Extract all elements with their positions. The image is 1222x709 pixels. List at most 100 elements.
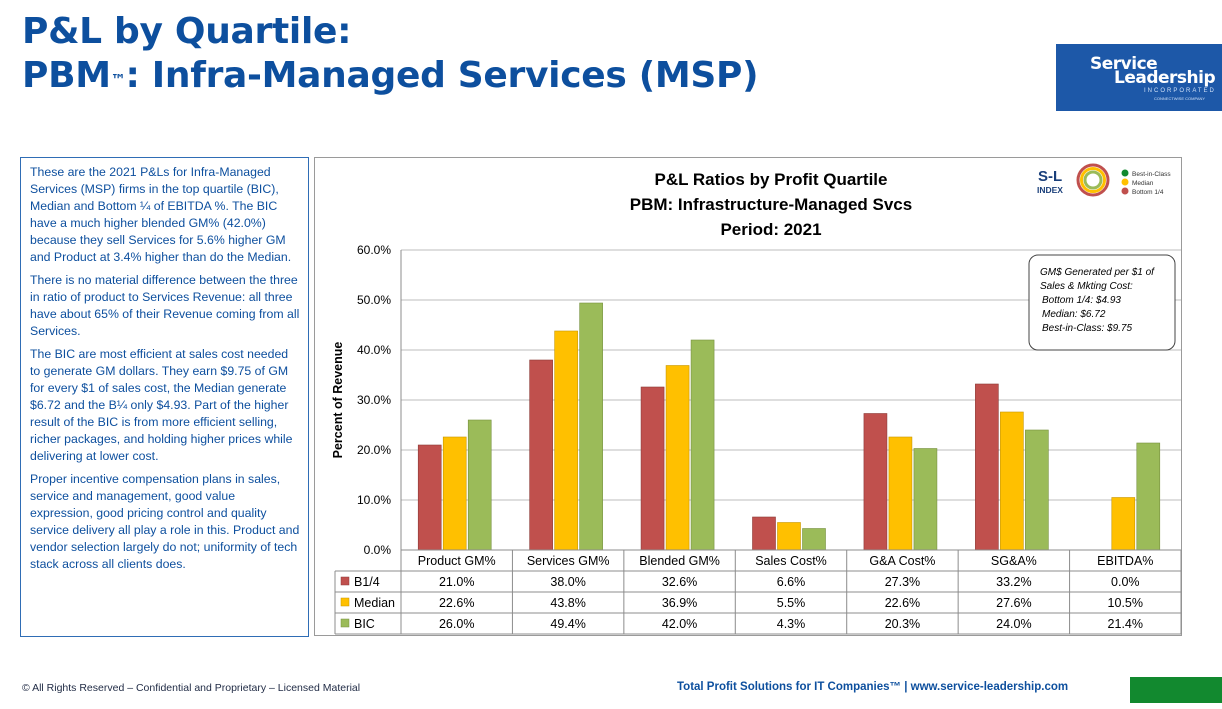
callout-line-3: Bottom 1/4: $4.93 xyxy=(1042,295,1121,306)
index-badge-ring-icon xyxy=(1076,163,1110,197)
y-tick-label: 0.0% xyxy=(364,543,392,557)
data-label: 26.0% xyxy=(439,617,474,631)
bar-b14-1 xyxy=(529,359,553,551)
narrative-paragraph-3: The BIC are most efficient at sales cost… xyxy=(30,347,293,463)
logo-line-4: CONNECTWISE COMPANY xyxy=(1154,96,1206,101)
legend-swatch-b14 xyxy=(340,576,350,586)
narrative-box: These are the 2021 P&Ls for Infra-Manage… xyxy=(20,157,309,637)
index-badge-subtitle: INDEX xyxy=(1037,185,1063,195)
bar-b14-0 xyxy=(417,444,442,551)
legend-swatch-median xyxy=(340,597,350,607)
index-legend-dot xyxy=(1121,169,1129,177)
data-label: 27.3% xyxy=(885,575,920,589)
bar-median-2 xyxy=(665,365,690,551)
data-label: 21.0% xyxy=(439,575,474,589)
y-tick-label: 20.0% xyxy=(357,443,391,457)
data-label: 5.5% xyxy=(777,596,806,610)
data-label: 24.0% xyxy=(996,617,1031,631)
bar-bic-4 xyxy=(913,448,938,551)
copyright-text: © All Rights Reserved – Confidential and… xyxy=(22,682,361,694)
bar-bic-5 xyxy=(1025,429,1049,551)
title-rest: : Infra-Managed Services (MSP) xyxy=(125,55,759,96)
data-label: 6.6% xyxy=(777,575,806,589)
logo-line-1: Service xyxy=(1090,54,1158,74)
x-category-label: Sales Cost% xyxy=(755,554,827,568)
data-label: 20.3% xyxy=(885,617,920,631)
title-pbm: PBM xyxy=(22,55,111,96)
bar-b14-5 xyxy=(975,383,999,551)
logo-line-2: Leadership xyxy=(1114,68,1216,88)
bar-bic-0 xyxy=(467,419,492,551)
narrative-paragraph-4: Proper incentive compensation plans in s… xyxy=(30,472,300,571)
bar-median-4 xyxy=(888,436,913,551)
callout-line-2: Sales & Mkting Cost: xyxy=(1040,281,1133,292)
bar-b14-4 xyxy=(863,413,888,551)
x-category-label: Blended GM% xyxy=(639,554,720,568)
bar-b14-2 xyxy=(640,386,665,551)
legend-swatch-bic xyxy=(340,618,350,628)
legend-label: BIC xyxy=(354,617,375,631)
index-badge-title: S-L xyxy=(1038,168,1062,185)
data-label: 27.6% xyxy=(996,596,1031,610)
legend-label: Median xyxy=(354,596,395,610)
bar-b14-3 xyxy=(752,516,776,551)
footer-accent-bar xyxy=(1130,677,1222,703)
index-badge-ring-icon xyxy=(1083,170,1103,190)
data-label: 4.3% xyxy=(777,617,806,631)
x-category-label: Product GM% xyxy=(418,554,496,568)
bar-median-6 xyxy=(1111,497,1136,551)
service-leadership-logo: Service Leadership INCORPORATED CONNECTW… xyxy=(1056,44,1222,111)
x-category-label: G&A Cost% xyxy=(869,554,935,568)
narrative-paragraph-2: There is no material difference between … xyxy=(30,273,300,338)
callout-line-4: Median: $6.72 xyxy=(1042,309,1106,320)
data-label: 22.6% xyxy=(439,596,474,610)
index-legend-label: Median xyxy=(1132,180,1154,187)
chart-frame: P&L Ratios by Profit Quartile PBM: Infras… xyxy=(314,157,1182,636)
bar-chart: P&L Ratios by Profit Quartile PBM: Infras… xyxy=(331,163,1182,635)
bar-median-5 xyxy=(1000,411,1024,551)
callout-line-1: GM$ Generated per $1 of xyxy=(1040,267,1155,278)
chart-title-line-1: P&L Ratios by Profit Quartile xyxy=(654,170,887,189)
bar-median-3 xyxy=(777,522,801,551)
title-line-2: PBM™: Infra-Managed Services (MSP) xyxy=(22,54,759,98)
footer-tagline: Total Profit Solutions for IT Companies™… xyxy=(677,681,1069,693)
data-label: 33.2% xyxy=(996,575,1031,589)
y-tick-label: 30.0% xyxy=(357,393,391,407)
data-label: 21.4% xyxy=(1108,617,1143,631)
data-label: 38.0% xyxy=(550,575,585,589)
bar-median-1 xyxy=(554,330,578,551)
x-category-label: SG&A% xyxy=(991,554,1037,568)
data-label: 22.6% xyxy=(885,596,920,610)
data-label: 0.0% xyxy=(1111,575,1140,589)
data-label: 32.6% xyxy=(662,575,697,589)
bar-median-0 xyxy=(442,436,467,551)
index-legend-dot xyxy=(1121,187,1129,195)
data-label: 49.4% xyxy=(550,617,585,631)
data-label: 43.8% xyxy=(550,596,585,610)
data-label: 10.5% xyxy=(1108,596,1143,610)
y-axis-label: Percent of Revenue xyxy=(331,342,345,459)
index-legend-label: Bottom 1/4 xyxy=(1132,189,1164,196)
callout-line-5: Best-in-Class: $9.75 xyxy=(1042,323,1132,334)
bar-bic-3 xyxy=(802,528,826,551)
y-tick-label: 40.0% xyxy=(357,343,391,357)
bar-bic-1 xyxy=(579,302,603,551)
chart-title-line-3: Period: 2021 xyxy=(720,220,821,239)
narrative-paragraph-1: These are the 2021 P&Ls for Infra-Manage… xyxy=(30,165,292,264)
trademark-mark: ™ xyxy=(110,71,126,89)
y-tick-label: 50.0% xyxy=(357,293,391,307)
bar-bic-6 xyxy=(1136,442,1161,551)
bar-bic-2 xyxy=(690,339,715,551)
x-category-label: EBITDA% xyxy=(1097,554,1153,568)
index-legend-dot xyxy=(1121,178,1129,186)
title-line-1: P&L by Quartile: xyxy=(22,11,352,52)
data-label: 42.0% xyxy=(662,617,697,631)
index-badge-ring-icon xyxy=(1080,167,1106,193)
index-legend-label: Best-in-Class xyxy=(1132,171,1171,178)
legend-label: B1/4 xyxy=(354,575,380,589)
chart-title-line-2: PBM: Infrastructure-Managed Svcs xyxy=(630,195,912,214)
x-category-label: Services GM% xyxy=(527,554,610,568)
y-tick-label: 10.0% xyxy=(357,493,391,507)
page-title: P&L by Quartile: PBM™: Infra-Managed Ser… xyxy=(22,10,759,98)
data-label: 36.9% xyxy=(662,596,697,610)
